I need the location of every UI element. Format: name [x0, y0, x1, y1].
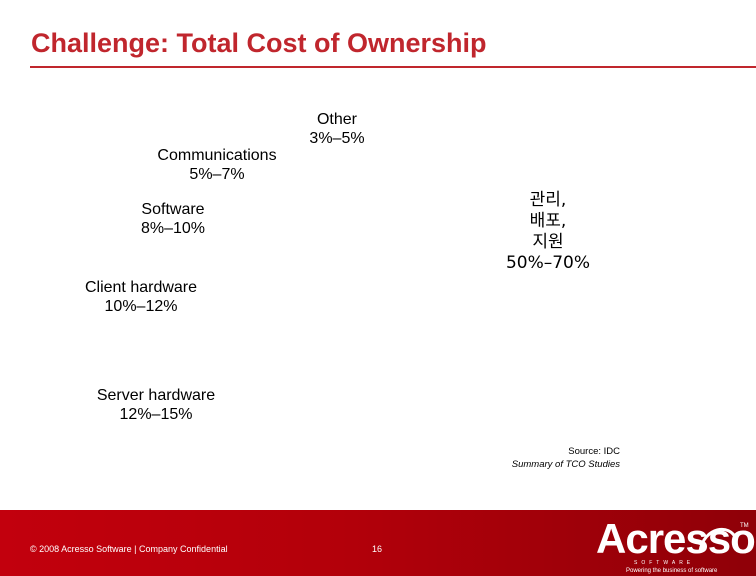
- segment-name: Server hardware: [96, 387, 216, 404]
- footer-bar: [0, 510, 756, 576]
- source-note: Source: IDC Summary of TCO Studies: [470, 445, 620, 471]
- page-number: 16: [372, 544, 383, 554]
- acresso-logo: Acresso TM SOFTWARE Powering the busines…: [596, 517, 756, 575]
- segment-label-other: Other 3%–5%: [297, 110, 377, 148]
- segment-label-communications: Communications 5%–7%: [142, 146, 292, 184]
- title-divider: [30, 66, 756, 68]
- footer-copyright: © 2008 Acresso Software | Company Confid…: [30, 544, 228, 554]
- segment-name-line2: 배포,: [529, 211, 567, 231]
- segment-name: Communications: [157, 147, 277, 164]
- segment-label-client-hardware: Client hardware 10%–12%: [66, 278, 216, 316]
- segment-range: 5%–7%: [189, 166, 245, 183]
- source-studies: Summary of TCO Studies: [511, 459, 620, 470]
- segment-label-server-hardware: Server hardware 12%–15%: [81, 386, 231, 424]
- logo-tagline: Powering the business of software: [626, 568, 718, 574]
- logo-subtitle: SOFTWARE: [634, 560, 695, 566]
- segment-label-software: Software 8%–10%: [118, 200, 228, 238]
- slide-title: Challenge: Total Cost of Ownership: [31, 28, 487, 58]
- segment-range: 10%–12%: [104, 298, 178, 315]
- logo-wordmark: Acresso: [596, 515, 756, 562]
- logo-swoosh-icon: [698, 528, 738, 553]
- segment-label-management: 관리, 배포, 지원 50%–70%: [488, 190, 608, 274]
- segment-range: 12%–15%: [119, 406, 193, 423]
- segment-name: Client hardware: [84, 279, 198, 296]
- segment-name: Software: [141, 201, 205, 218]
- segment-name: Other: [316, 111, 357, 128]
- segment-range: 3%–5%: [309, 130, 365, 147]
- segment-name-line1: 관리,: [529, 190, 567, 210]
- segment-name-line3: 지원: [532, 232, 564, 252]
- source-line: Source: IDC: [568, 446, 620, 457]
- segment-range: 8%–10%: [140, 220, 206, 237]
- logo-trademark: TM: [740, 523, 749, 529]
- segment-range: 50%–70%: [505, 253, 591, 273]
